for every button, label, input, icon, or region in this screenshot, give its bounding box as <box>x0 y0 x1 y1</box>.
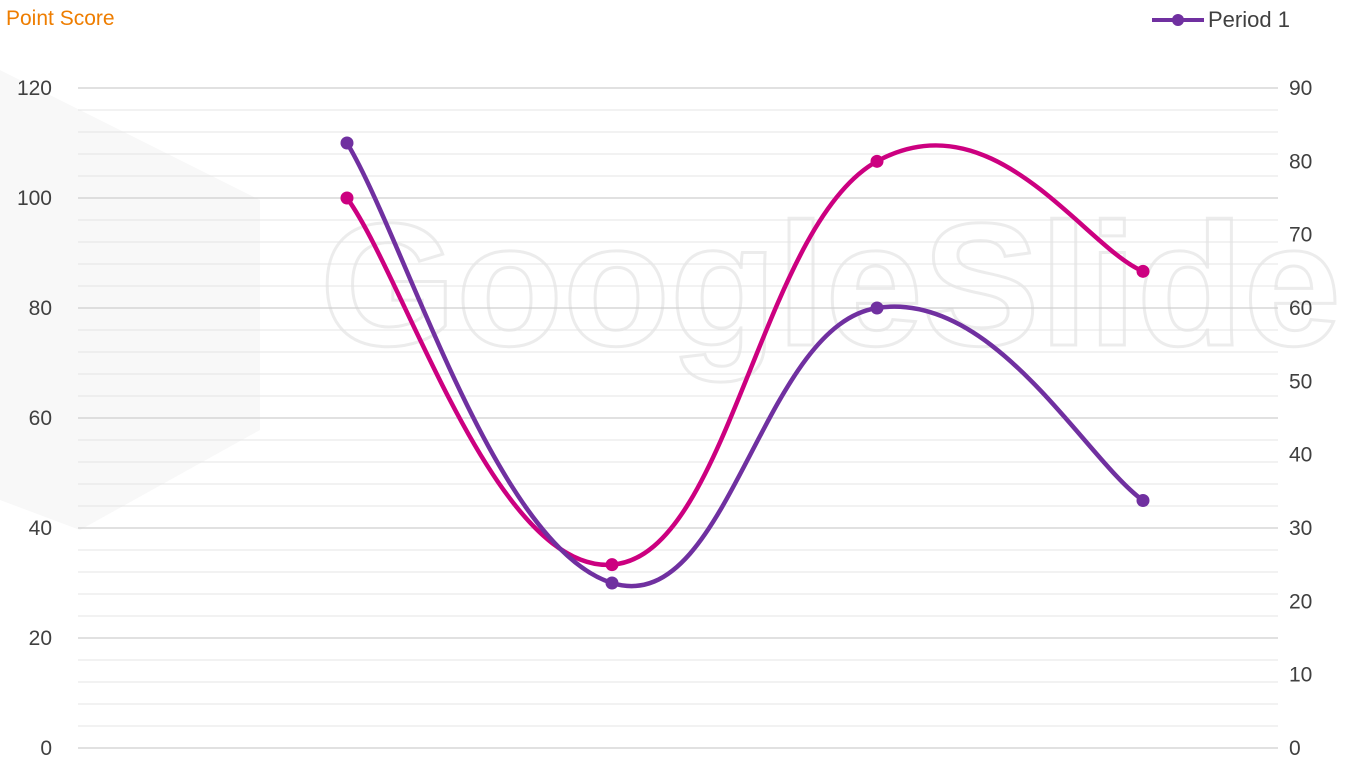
data-point-period-1 <box>340 136 354 150</box>
data-point-series-2 <box>1136 264 1150 278</box>
left-axis-tick-label: 120 <box>17 77 52 100</box>
chart-title: Point Score <box>6 7 115 30</box>
right-axis-tick-label: 20 <box>1289 590 1312 613</box>
right-axis-tick-label: 0 <box>1289 737 1301 760</box>
data-point-series-2 <box>340 191 354 205</box>
right-axis-tick-label: 90 <box>1289 77 1312 100</box>
data-point-period-1 <box>1136 494 1150 507</box>
data-point-period-1 <box>605 576 619 590</box>
right-axis-tick-label: 30 <box>1289 517 1312 540</box>
right-axis-tick-label: 80 <box>1289 150 1312 173</box>
data-point-period-1 <box>870 301 884 315</box>
data-point-series-2 <box>605 558 619 572</box>
left-axis-tick-label: 80 <box>29 297 52 320</box>
right-axis-tick-label: 70 <box>1289 224 1312 247</box>
left-axis-tick-label: 0 <box>40 737 52 760</box>
right-axis-tick-label: 40 <box>1289 444 1312 467</box>
right-axis-tick-label: 10 <box>1289 664 1312 687</box>
series-line-series-2 <box>344 143 1146 567</box>
legend: Period 1 <box>1152 7 1290 33</box>
left-axis-tick-label: 40 <box>29 517 52 540</box>
legend-swatch-period-1 <box>1152 14 1204 26</box>
legend-label-period-1: Period 1 <box>1208 7 1290 32</box>
data-point-series-2 <box>870 154 884 168</box>
left-axis-tick-label: 60 <box>29 407 52 430</box>
right-axis-tick-label: 50 <box>1289 370 1312 393</box>
left-axis-tick-label: 100 <box>17 187 52 210</box>
right-axis-tick-label: 60 <box>1289 297 1312 320</box>
left-axis-tick-label: 20 <box>29 627 52 650</box>
series-line-period-1 <box>344 140 1146 589</box>
